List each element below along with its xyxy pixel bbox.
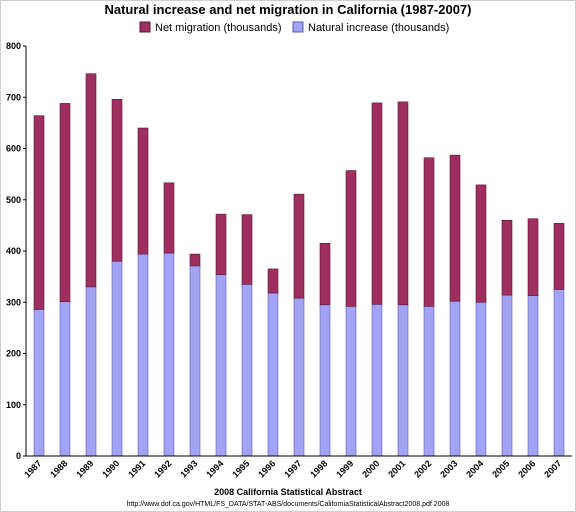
bar-natural-increase-2005 xyxy=(501,294,513,457)
bar-net-migration-1993 xyxy=(189,253,201,267)
bar-natural-increase-1993 xyxy=(189,265,201,457)
bar-net-migration-1994 xyxy=(215,213,227,275)
bar-net-migration-1998 xyxy=(319,243,331,306)
legend: Net migration (thousands) Natural increa… xyxy=(139,21,449,34)
bar-natural-increase-1990 xyxy=(111,260,123,457)
y-tick-label: 500 xyxy=(6,195,21,205)
y-axis: 0 100 200 300 400 500 600 700 800 xyxy=(6,41,27,461)
y-tick-label: 100 xyxy=(6,400,21,410)
y-tick-label: 0 xyxy=(16,451,21,461)
x-tick-label-1989: 1989 xyxy=(74,458,95,479)
bar-net-migration-2005 xyxy=(501,219,513,296)
bar-net-migration-1997 xyxy=(293,193,305,299)
bar-natural-increase-1997 xyxy=(293,297,305,457)
bar-net-migration-1996 xyxy=(267,268,279,294)
x-tick-label-1991: 1991 xyxy=(126,458,147,479)
bar-natural-increase-1989 xyxy=(85,286,97,457)
bar-net-migration-2004 xyxy=(475,184,487,303)
x-tick-label-1998: 1998 xyxy=(308,458,329,479)
bar-net-migration-2003 xyxy=(449,154,461,302)
bar-net-migration-2006 xyxy=(527,218,539,296)
bar-natural-increase-2007 xyxy=(553,289,565,457)
bar-natural-increase-2006 xyxy=(527,295,539,457)
x-tick-label-1993: 1993 xyxy=(178,458,199,479)
y-tick-label: 200 xyxy=(6,349,21,359)
bar-net-migration-2000 xyxy=(371,102,383,305)
bars xyxy=(33,73,565,457)
y-tick-label: 600 xyxy=(6,144,21,154)
legend-swatch-net-migration xyxy=(139,21,151,33)
x-tick-label-1994: 1994 xyxy=(204,458,225,479)
bar-net-migration-2007 xyxy=(553,223,565,290)
bar-net-migration-2002 xyxy=(423,157,435,307)
bar-net-migration-1987 xyxy=(33,115,45,310)
x-tick-label-1992: 1992 xyxy=(152,458,173,479)
x-tick-label-1999: 1999 xyxy=(334,458,355,479)
bar-natural-increase-1994 xyxy=(215,274,227,457)
bar-natural-increase-1988 xyxy=(59,301,71,457)
x-tick-label-2005: 2005 xyxy=(490,458,511,479)
bar-natural-increase-2003 xyxy=(449,300,461,457)
x-tick-label-2004: 2004 xyxy=(464,458,485,479)
x-tick-label-1997: 1997 xyxy=(282,458,303,479)
x-tick-label-1996: 1996 xyxy=(256,458,277,479)
x-tick-label-1987: 1987 xyxy=(22,458,43,479)
x-tick-label-2001: 2001 xyxy=(386,458,407,479)
legend-label-net-migration: Net migration (thousands) xyxy=(155,22,282,34)
bar-net-migration-1989 xyxy=(85,73,97,288)
chart-title: Natural increase and net migration in Ca… xyxy=(104,2,471,17)
bar-natural-increase-2000 xyxy=(371,303,383,457)
x-tick-label-2003: 2003 xyxy=(438,458,459,479)
bar-net-migration-1988 xyxy=(59,103,71,303)
legend-swatch-natural-increase xyxy=(292,21,304,33)
bar-natural-increase-1991 xyxy=(137,253,149,457)
x-tick-label-1990: 1990 xyxy=(100,458,121,479)
bar-net-migration-1991 xyxy=(137,127,149,255)
y-tick-label: 300 xyxy=(6,297,21,307)
bar-net-migration-1999 xyxy=(345,170,357,307)
y-tick-label: 400 xyxy=(6,246,21,256)
legend-label-natural-increase: Natural increase (thousands) xyxy=(308,22,449,34)
x-tick-label-2000: 2000 xyxy=(360,458,381,479)
x-tick-label-2002: 2002 xyxy=(412,458,433,479)
bar-natural-increase-2004 xyxy=(475,301,487,457)
y-tick-label: 800 xyxy=(6,41,21,51)
x-tick-label-2007: 2007 xyxy=(542,458,563,479)
bar-natural-increase-2001 xyxy=(397,304,409,457)
bar-natural-increase-1987 xyxy=(33,309,45,457)
x-tick-label-2006: 2006 xyxy=(516,458,537,479)
x-tick-label-1995: 1995 xyxy=(230,458,251,479)
x-axis-label: 2008 California Statistical Abstract xyxy=(214,487,362,497)
bar-natural-increase-1996 xyxy=(267,292,279,457)
bar-natural-increase-1995 xyxy=(241,284,253,457)
bar-net-migration-1990 xyxy=(111,99,123,262)
x-axis: 1987 1988 1989 1990 1991 1992 1993 1994 1995 1996… xyxy=(22,455,572,480)
bar-natural-increase-1998 xyxy=(319,304,331,457)
bar-natural-increase-1992 xyxy=(163,252,175,457)
bar-net-migration-1992 xyxy=(163,182,175,254)
y-tick-label: 700 xyxy=(6,92,21,102)
bar-natural-increase-1999 xyxy=(345,306,357,457)
x-tick-label-1988: 1988 xyxy=(48,458,69,479)
source-note: http://www.dof.ca.gov/HTML/FS_DATA/STAT-… xyxy=(127,501,450,508)
bar-net-migration-1995 xyxy=(241,214,253,285)
bar-natural-increase-2002 xyxy=(423,306,435,457)
bar-net-migration-2001 xyxy=(397,101,409,306)
